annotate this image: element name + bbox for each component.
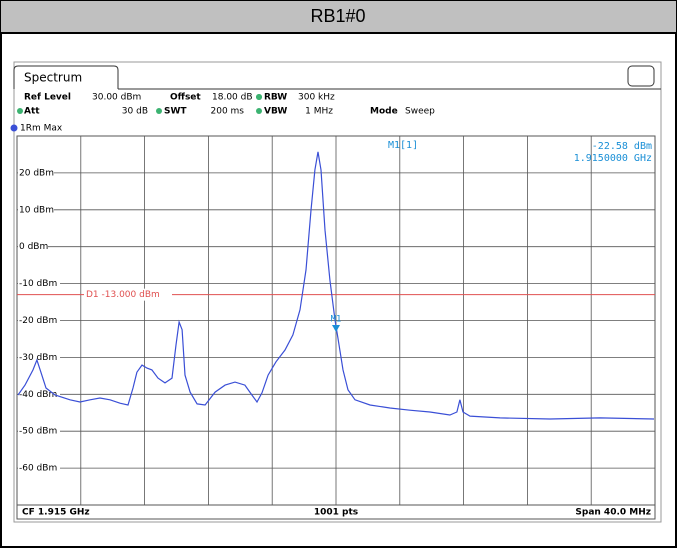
y-tick-label: 0 dBm	[19, 242, 48, 252]
y-tick-label: -50 dBm	[19, 427, 57, 437]
display-line-label: D1 -13.000 dBm	[86, 290, 160, 300]
y-tick-label: 20 dBm	[19, 168, 54, 178]
setting-value: 300 kHz	[298, 93, 335, 103]
marker-value: -22.58 dBm	[592, 141, 652, 152]
y-tick-label: -60 dBm	[19, 464, 57, 474]
instrument	[13, 61, 662, 523]
status-dot	[17, 108, 23, 114]
tick-label-bg	[18, 462, 60, 475]
setting-name: Mode	[370, 107, 398, 117]
y-tick-label: -20 dBm	[19, 316, 57, 326]
y-tick-label: -40 dBm	[19, 390, 57, 400]
tick-label-bg	[18, 203, 54, 216]
setting-value: 200 ms	[211, 107, 245, 117]
tab[interactable]	[13, 65, 119, 89]
tab-label[interactable]: Spectrum	[24, 71, 82, 85]
setting-value: 1 MHz	[305, 107, 333, 117]
tick-label-bg	[18, 240, 48, 253]
setting-name: Ref Level	[24, 93, 71, 103]
menu-button[interactable]	[627, 65, 655, 87]
trace	[17, 151, 655, 420]
trace-label: 1Rm Max	[20, 124, 63, 134]
display-label-bg	[84, 288, 172, 301]
y-tick-label: -10 dBm	[19, 279, 57, 289]
status-dot	[256, 94, 262, 100]
tick-label-bg	[18, 314, 60, 327]
setting-name: RBW	[264, 93, 287, 103]
marker	[332, 325, 340, 333]
setting-value: 30.00 dBm	[92, 93, 141, 103]
marker-frequency: 1.9150000 GHz	[574, 153, 652, 164]
status-dot	[256, 108, 262, 114]
marker-label: M1	[331, 315, 342, 325]
tick-label-bg	[18, 425, 60, 438]
y-tick-label: -30 dBm	[19, 353, 57, 363]
tick-label-bg	[18, 351, 60, 364]
trace-dot	[10, 124, 18, 132]
setting-name: SWT	[164, 107, 187, 117]
setting-value: Sweep	[405, 107, 435, 117]
frame	[0, 32, 677, 548]
setting-name: Att	[24, 107, 40, 117]
setting-name: VBW	[264, 107, 287, 117]
footer-center: 1001 pts	[314, 508, 358, 518]
title: RB1#0	[310, 6, 365, 26]
setting-value: 18.00 dB	[212, 93, 253, 103]
y-tick-label: 10 dBm	[19, 205, 54, 215]
tick-label-bg	[18, 166, 54, 179]
title-bar	[0, 0, 677, 33]
footer-left: CF 1.915 GHz	[22, 508, 90, 518]
setting-value: 30 dB	[122, 107, 148, 117]
marker-readout: M1[1]	[388, 140, 418, 151]
footer-right: Span 40.0 MHz	[575, 508, 651, 518]
status-dot	[156, 108, 162, 114]
setting-name: Offset	[170, 93, 201, 103]
tick-label-bg	[18, 277, 60, 290]
